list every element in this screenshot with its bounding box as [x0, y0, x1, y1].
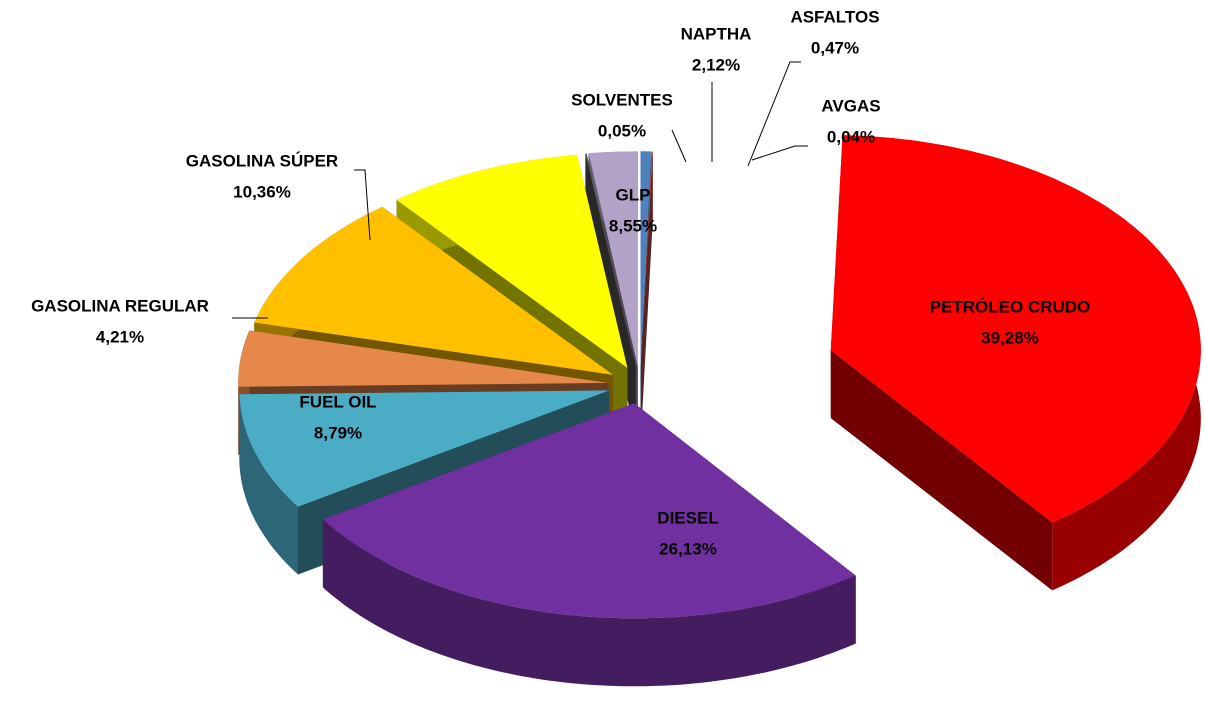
slice: [830, 135, 1201, 523]
value-label: 26,13%: [659, 539, 717, 558]
leader-line: [747, 61, 801, 167]
value-label: 0,04%: [827, 127, 875, 146]
category-label: GASOLINA SÚPER: [186, 151, 338, 170]
value-label: 39,28%: [981, 328, 1039, 347]
slice: [588, 151, 638, 367]
category-label: GASOLINA REGULAR: [31, 296, 209, 315]
value-label: 4,21%: [96, 327, 144, 346]
slice: [239, 390, 610, 507]
category-label: GLP: [616, 185, 651, 204]
value-label: 2,12%: [692, 55, 740, 74]
value-label: 8,79%: [314, 423, 362, 442]
category-label: SOLVENTES: [571, 90, 673, 109]
value-label: 10,36%: [233, 182, 291, 201]
slice: [641, 151, 653, 367]
slice: [254, 206, 614, 375]
slice: [322, 403, 856, 619]
category-label: AVGAS: [821, 96, 880, 115]
category-label: NAPTHA: [681, 24, 752, 43]
slice-side: [239, 394, 298, 575]
leader-line: [354, 169, 371, 241]
leader-line: [671, 129, 687, 163]
slice: [585, 153, 636, 367]
slice-side: [651, 151, 653, 220]
value-label: 0,47%: [811, 38, 859, 57]
slice: [640, 151, 652, 367]
category-label: DIESEL: [657, 508, 718, 527]
slice-side: [830, 350, 1053, 591]
slice-side: [322, 519, 856, 687]
value-label: 8,55%: [609, 216, 657, 235]
value-label: 0,05%: [598, 121, 646, 140]
slice: [396, 154, 628, 368]
category-label: ASFALTOS: [790, 7, 879, 26]
category-label: PETRÓLEO CRUDO: [930, 297, 1091, 316]
slice-side: [641, 151, 653, 435]
category-label: FUEL OIL: [299, 392, 376, 411]
slice: [238, 330, 609, 387]
leader-line: [751, 145, 808, 161]
